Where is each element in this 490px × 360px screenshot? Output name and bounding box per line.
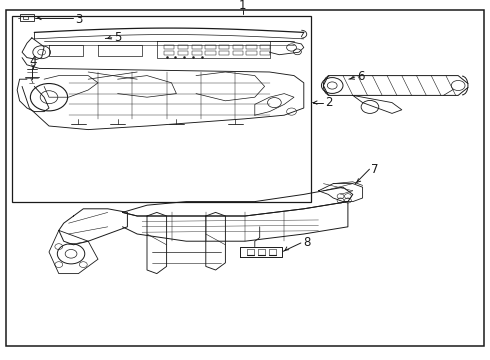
Bar	[219, 45, 229, 49]
Text: 5: 5	[114, 31, 121, 44]
Bar	[178, 51, 188, 55]
Bar	[260, 45, 270, 49]
Bar	[246, 51, 257, 55]
Text: 6: 6	[357, 70, 364, 83]
Bar	[205, 45, 216, 49]
Bar	[246, 45, 257, 49]
Text: 8: 8	[303, 237, 310, 249]
Bar	[233, 45, 243, 49]
Text: 7: 7	[371, 163, 379, 176]
Text: 3: 3	[75, 13, 82, 26]
Text: 1: 1	[239, 0, 246, 12]
Bar	[192, 51, 202, 55]
Bar	[12, 16, 311, 202]
Bar	[164, 45, 174, 49]
Bar	[260, 51, 270, 55]
Bar	[23, 16, 28, 19]
Bar	[178, 45, 188, 49]
Bar	[219, 51, 229, 55]
Bar	[233, 51, 243, 55]
Text: 4: 4	[29, 55, 37, 68]
Text: 2: 2	[325, 96, 333, 109]
Bar	[164, 51, 174, 55]
Bar	[192, 45, 202, 49]
Bar	[205, 51, 216, 55]
Bar	[20, 14, 34, 21]
